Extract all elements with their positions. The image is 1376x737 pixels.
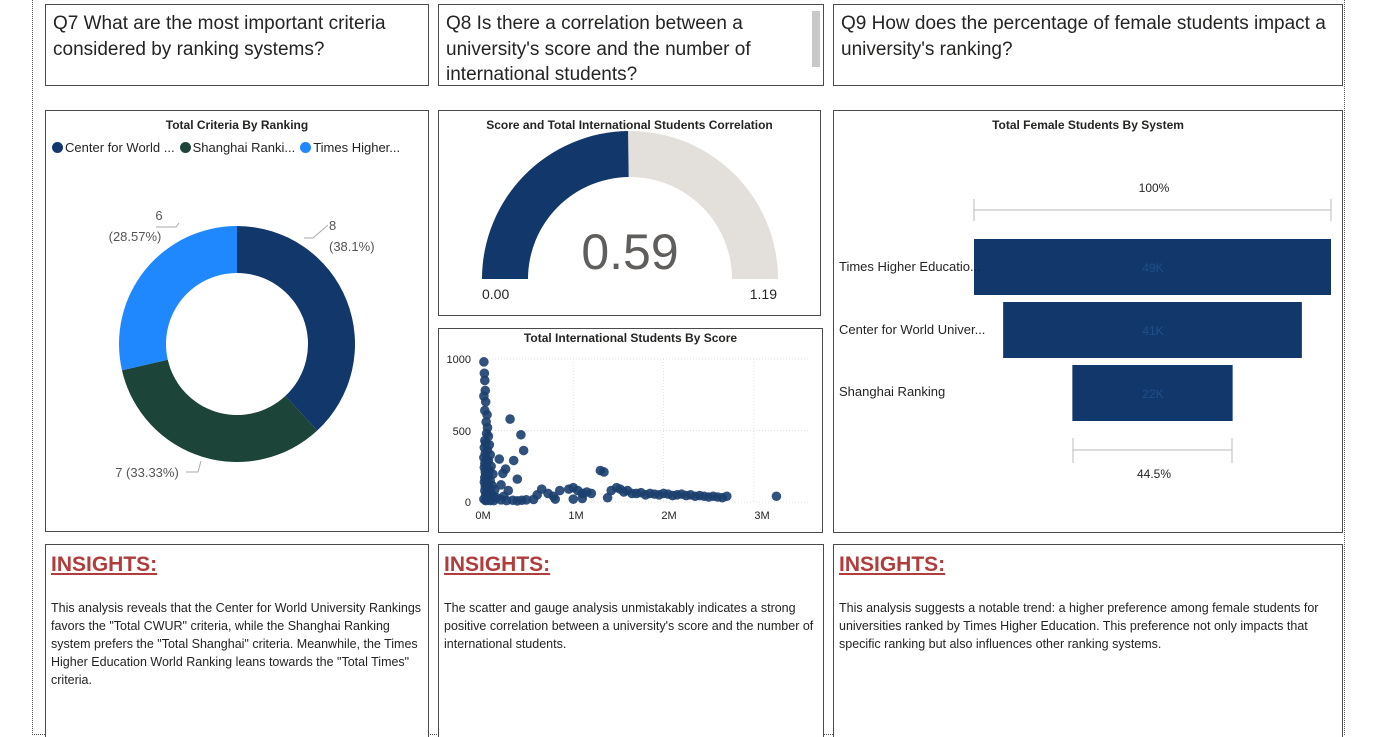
donut-slice-cwur[interactable] [237, 226, 356, 431]
donut-label-shanghai: 7 (33.33%) [115, 465, 179, 480]
donut-label-cwur-value: 8 [329, 218, 336, 233]
gauge-title: Score and Total International Students C… [486, 118, 773, 132]
funnel-value-times: 49K [1142, 261, 1163, 275]
legend-dot-shanghai [179, 142, 191, 153]
q9-text: Q9 How does the percentage of female stu… [841, 13, 1326, 60]
donut-chart-box[interactable]: Total Criteria By Ranking Center for Wor… [45, 110, 429, 532]
funnel-title: Total Female Students By System [992, 118, 1184, 132]
scatter-box[interactable]: Total International Students By Score 10… [438, 328, 823, 533]
q7-text: Q7 What are the most important criteria … [53, 13, 386, 60]
gauge-box[interactable]: Score and Total International Students C… [438, 110, 821, 316]
gauge-max-label: 1.19 [750, 286, 777, 302]
x-tick-3m: 3M [754, 510, 769, 522]
funnel-label-cwur: Center for World Univer... [839, 322, 985, 337]
scatter-point[interactable] [489, 495, 499, 506]
funnel-value-cwur: 41K [1142, 324, 1163, 338]
funnel-box[interactable]: Total Female Students By System 100% Tim… [833, 110, 1343, 533]
scatter-point[interactable] [586, 488, 597, 499]
legend-item-times[interactable]: Times Higher... [300, 140, 400, 155]
q9-box: Q9 How does the percentage of female stu… [833, 4, 1343, 86]
scatter-point[interactable] [479, 357, 489, 367]
legend-label-cwur: Center for World ... [65, 140, 175, 155]
legend-dot-times [300, 142, 312, 153]
scatter-point[interactable] [480, 397, 491, 407]
funnel-chart: 100% Times Higher Educatio... Center for… [839, 181, 1332, 481]
legend-dot-cwur [52, 142, 63, 153]
x-tick-2m: 2M [661, 510, 676, 522]
scatter-point[interactable] [479, 368, 490, 379]
donut-slice-times[interactable] [118, 226, 237, 371]
scatter-point[interactable] [550, 494, 561, 504]
scatter-point[interactable] [721, 491, 732, 502]
x-tick-0m: 0M [475, 510, 490, 522]
donut-label-cwur-pct: (38.1%) [329, 239, 375, 254]
y-tick-500: 500 [453, 426, 471, 438]
legend-item-shanghai[interactable]: Shanghai Ranki... [179, 140, 296, 155]
funnel-bottom-pct: 44.5% [1137, 467, 1171, 481]
scatter-point[interactable] [512, 474, 523, 484]
gauge-chart: 0.59 0.00 1.19 [482, 131, 778, 302]
scatter-point[interactable] [568, 494, 579, 504]
scatter-point[interactable] [602, 492, 613, 503]
legend-label-shanghai: Shanghai Ranki... [192, 140, 296, 155]
funnel-bar-cwur[interactable] [1003, 302, 1302, 358]
scatter-point[interactable] [480, 375, 490, 386]
scatter-point[interactable] [518, 445, 529, 456]
donut-slice-shanghai[interactable] [121, 359, 318, 462]
insight-title-2: INSIGHTS: [444, 553, 551, 576]
gauge-fill [482, 131, 629, 279]
gauge-value: 0.59 [581, 224, 678, 280]
legend-label-times: Times Higher... [313, 140, 401, 155]
q8-box: Q8 Is there a correlation between a univ… [438, 4, 824, 86]
label-leader-shanghai [186, 460, 202, 473]
insight-box-2: INSIGHTS: The scatter and gauge analysis… [438, 544, 824, 737]
scatter-point[interactable] [508, 455, 519, 466]
funnel-value-shanghai: 22K [1142, 387, 1163, 401]
funnel-bar-shanghai[interactable] [1072, 365, 1233, 421]
x-tick-1m: 1M [568, 510, 583, 522]
insight-box-3: INSIGHTS: This analysis suggests a notab… [833, 544, 1343, 737]
scatter-point[interactable] [505, 414, 515, 424]
y-tick-0: 0 [465, 497, 471, 509]
insight-body-1: This analysis reveals that the Center fo… [51, 601, 422, 687]
scatter-title: Total International Students By Score [523, 331, 738, 345]
donut-title: Total Criteria By Ranking [165, 118, 309, 132]
scatter-point[interactable] [554, 485, 565, 496]
scatter-point[interactable] [496, 480, 506, 490]
scatter-point[interactable] [480, 495, 491, 506]
scatter-point[interactable] [494, 454, 505, 464]
insight-body-3: This analysis suggests a notable trend: … [839, 601, 1319, 651]
funnel-label-times: Times Higher Educatio... [839, 259, 981, 274]
q7-box: Q7 What are the most important criteria … [45, 4, 429, 86]
scatter-point[interactable] [771, 491, 782, 502]
donut-label-times-value: 6 [155, 208, 162, 223]
scatter-point[interactable] [482, 409, 492, 420]
q8-text: Q8 Is there a correlation between a univ… [446, 13, 751, 85]
y-tick-1000: 1000 [447, 354, 471, 366]
donut-chart: 8 (38.1%) 6 (28.57%) 7 (33.33%) [109, 208, 375, 480]
scatter-chart: 1000 500 0 0M 1M 2M 3M [447, 354, 809, 522]
gauge-min-label: 0.00 [482, 286, 509, 302]
scatter-point[interactable] [498, 468, 508, 479]
insight-box-1: INSIGHTS: This analysis reveals that the… [45, 544, 429, 737]
funnel-label-shanghai: Shanghai Ranking [839, 384, 945, 399]
donut-legend: Center for World ... Shanghai Ranki... T… [52, 140, 400, 155]
scatter-point[interactable] [521, 495, 532, 505]
funnel-top-pct: 100% [1139, 181, 1170, 195]
funnel-bar-times[interactable] [974, 239, 1331, 295]
legend-item-cwur[interactable]: Center for World ... [52, 140, 175, 155]
insight-body-2: The scatter and gauge analysis unmistaka… [444, 601, 814, 651]
scatter-point[interactable] [577, 493, 588, 504]
label-leader-times [156, 222, 180, 228]
scatter-point[interactable] [599, 467, 609, 477]
scatter-point[interactable] [516, 429, 526, 440]
label-leader-cwur [304, 224, 329, 239]
q8-scrollbar[interactable] [812, 11, 820, 67]
insight-title-1: INSIGHTS: [51, 553, 158, 576]
insight-title-3: INSIGHTS: [839, 553, 946, 576]
donut-label-times-pct: (28.57%) [109, 229, 162, 244]
